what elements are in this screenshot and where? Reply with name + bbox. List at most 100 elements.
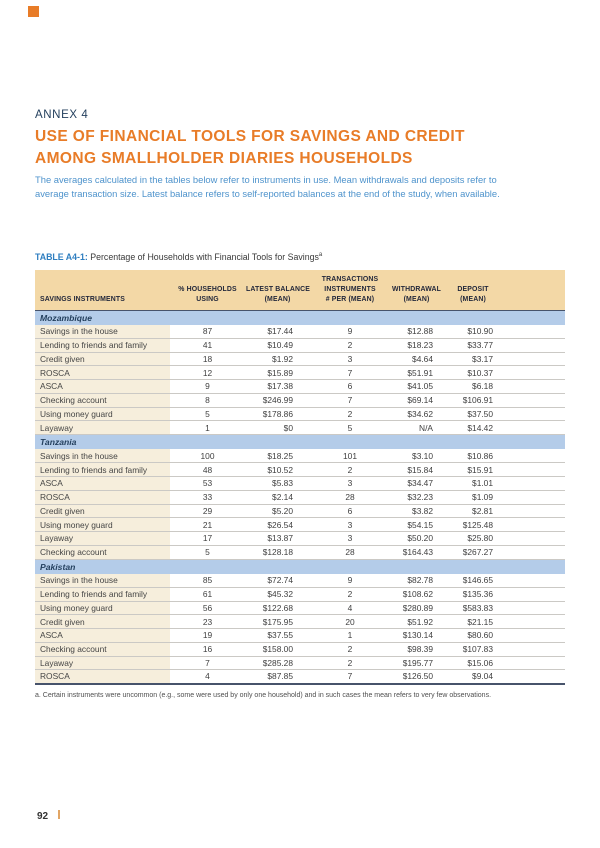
value-cell: $14.42 xyxy=(443,420,503,435)
filler-cell xyxy=(503,462,565,477)
table-row: Checking account 8 $246.99 7 $69.14 $106.91 xyxy=(35,393,565,408)
filler-cell xyxy=(503,517,565,532)
value-cell: 5 xyxy=(310,420,390,435)
column-header-deposit: DEPOSIT (MEAN) xyxy=(443,270,503,310)
value-cell: 3 xyxy=(310,476,390,491)
value-cell: $122.68 xyxy=(245,601,310,616)
instrument-cell: Using money guard xyxy=(35,517,170,532)
intro-line-2: average transaction size. Latest balance… xyxy=(35,187,500,199)
savings-tools-table: SAVINGS INSTRUMENTS% HOUSEHOLDS USING LATE… xyxy=(35,270,565,685)
value-cell: 7 xyxy=(310,365,390,380)
value-cell: 101 xyxy=(310,449,390,464)
intro-paragraph: The averages calculated in the tables be… xyxy=(35,173,570,200)
table-row: Lending to friends and family 48 $10.52 2 $1… xyxy=(35,462,565,477)
value-cell: $51.92 xyxy=(390,614,443,629)
value-cell: $9.04 xyxy=(443,669,503,685)
value-cell: 53 xyxy=(170,476,245,491)
value-cell: $45.32 xyxy=(245,587,310,602)
value-cell: $51.91 xyxy=(390,365,443,380)
section-label: Mozambique xyxy=(35,309,565,325)
instrument-cell: Using money guard xyxy=(35,407,170,422)
value-cell: 1 xyxy=(170,420,245,435)
value-cell: 9 xyxy=(310,573,390,588)
value-cell: $583.83 xyxy=(443,601,503,616)
table-row: Checking account 5 $128.18 28 $164.43 $267.27 xyxy=(35,545,565,560)
instrument-cell: Using money guard xyxy=(35,601,170,616)
value-cell: 2 xyxy=(310,587,390,602)
value-cell: $1.09 xyxy=(443,490,503,505)
instrument-cell: ROSCA xyxy=(35,365,170,380)
section-row-pakistan: Pakistan xyxy=(35,558,565,574)
value-cell: $15.91 xyxy=(443,462,503,477)
filler-cell xyxy=(503,531,565,546)
value-cell: 3 xyxy=(310,531,390,546)
value-cell: 61 xyxy=(170,587,245,602)
value-cell: $34.62 xyxy=(390,407,443,422)
instrument-cell: Lending to friends and family xyxy=(35,338,170,353)
value-cell: 20 xyxy=(310,614,390,629)
value-cell: $3.82 xyxy=(390,504,443,519)
filler-cell xyxy=(503,324,565,339)
table-row: ASCA 19 $37.55 1 $130.14 $80.60 xyxy=(35,628,565,643)
value-cell: $125.48 xyxy=(443,517,503,532)
value-cell: $5.20 xyxy=(245,504,310,519)
value-cell: 85 xyxy=(170,573,245,588)
table-caption: TABLE A4-1: Percentage of Households wit… xyxy=(35,252,322,262)
filler-cell xyxy=(503,656,565,671)
column-header-transactions: TRANSACTIONS INSTRUMENTS # PER (MEAN) xyxy=(310,270,390,310)
value-cell: $80.60 xyxy=(443,628,503,643)
value-cell: $32.23 xyxy=(390,490,443,505)
value-cell: $280.89 xyxy=(390,601,443,616)
table-row: Checking account 16 $158.00 2 $98.39 $107.83 xyxy=(35,642,565,657)
value-cell: 6 xyxy=(310,379,390,394)
value-cell: $246.99 xyxy=(245,393,310,408)
value-cell: $10.90 xyxy=(443,324,503,339)
instrument-cell: Layaway xyxy=(35,531,170,546)
section-row-tanzania: Tanzania xyxy=(35,434,565,449)
value-cell: $175.95 xyxy=(245,614,310,629)
value-cell: 4 xyxy=(310,601,390,616)
table-row: Lending to friends and family 61 $45.32 2 $1… xyxy=(35,587,565,602)
value-cell: $164.43 xyxy=(390,545,443,560)
filler-cell xyxy=(503,573,565,588)
value-cell: 56 xyxy=(170,601,245,616)
value-cell: $285.28 xyxy=(245,656,310,671)
filler-cell xyxy=(503,642,565,657)
instrument-cell: Lending to friends and family xyxy=(35,587,170,602)
value-cell: 21 xyxy=(170,517,245,532)
value-cell: $17.38 xyxy=(245,379,310,394)
table-row: ASCA 53 $5.83 3 $34.47 $1.01 xyxy=(35,476,565,491)
instrument-cell: Checking account xyxy=(35,545,170,560)
filler-cell xyxy=(503,545,565,560)
value-cell: $37.50 xyxy=(443,407,503,422)
value-cell: $2.81 xyxy=(443,504,503,519)
value-cell: $33.77 xyxy=(443,338,503,353)
instrument-cell: Savings in the house xyxy=(35,449,170,464)
page-footer: 92 xyxy=(37,806,60,822)
value-cell: $21.15 xyxy=(443,614,503,629)
instrument-cell: Layaway xyxy=(35,656,170,671)
filler-cell xyxy=(503,614,565,629)
value-cell: 18 xyxy=(170,352,245,367)
column-header-pct-households: % HOUSEHOLDS USING xyxy=(170,270,245,310)
table-row: Savings in the house 87 $17.44 9 $12.88 $10.9… xyxy=(35,324,565,339)
value-cell: N/A xyxy=(390,420,443,435)
value-cell: $3.10 xyxy=(390,449,443,464)
instrument-cell: ROSCA xyxy=(35,490,170,505)
filler-cell xyxy=(503,393,565,408)
value-cell: 2 xyxy=(310,462,390,477)
value-cell: 19 xyxy=(170,628,245,643)
page-number: 92 xyxy=(37,811,49,822)
value-cell: $106.91 xyxy=(443,393,503,408)
filler-cell xyxy=(503,490,565,505)
table-row: ROSCA 33 $2.14 28 $32.23 $1.09 xyxy=(35,490,565,505)
value-cell: $3.17 xyxy=(443,352,503,367)
section-label: Tanzania xyxy=(35,434,565,449)
filler-cell xyxy=(503,504,565,519)
table-row: Credit given 23 $175.95 20 $51.92 $21.15 xyxy=(35,614,565,629)
value-cell: $15.89 xyxy=(245,365,310,380)
column-header-instrument: SAVINGS INSTRUMENTS xyxy=(35,270,170,310)
value-cell: $25.80 xyxy=(443,531,503,546)
instrument-cell: Credit given xyxy=(35,352,170,367)
instrument-cell: Checking account xyxy=(35,642,170,657)
